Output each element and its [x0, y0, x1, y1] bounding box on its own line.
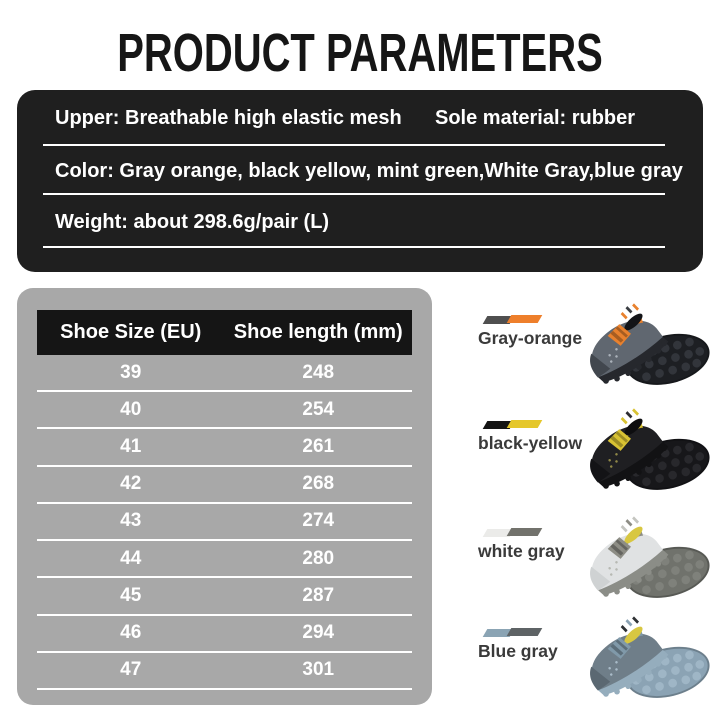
table-row: 42 268 [37, 467, 412, 504]
size-cell: 42 [120, 473, 142, 495]
page-title: PRODUCT PARAMETERS [117, 23, 603, 83]
shoe-photo [564, 503, 718, 609]
shoe-photo [564, 290, 718, 396]
variant-label: black-yellow [478, 433, 583, 453]
size-table-header: Shoe Size (EU) Shoe length (mm) [37, 310, 412, 355]
variant-label: Blue gray [478, 641, 558, 661]
spec-weight-text: Weight: about 298.6g/pair (L) [55, 210, 330, 233]
length-cell: 294 [302, 622, 335, 644]
size-cell: 45 [120, 584, 142, 606]
shoe-side-view [590, 616, 669, 697]
shoe-side-view [590, 408, 669, 489]
shoe-side-view [590, 516, 669, 597]
size-cell: 41 [120, 436, 142, 458]
spec-row-color: Color: Gray orange, black yellow, mint g… [43, 146, 683, 195]
size-cell: 40 [120, 398, 142, 420]
spec-color-text: Color: Gray orange, black yellow, mint g… [55, 159, 683, 182]
table-row: 45 287 [37, 578, 412, 616]
variant-card: Gray-orange [460, 290, 718, 396]
variant-label: white gray [478, 541, 565, 561]
color-swatch-icon [482, 420, 543, 429]
variant-card: white gray [460, 503, 718, 609]
spec-sole-material-text: Sole material: rubber [435, 107, 636, 129]
size-cell: 46 [120, 622, 142, 644]
color-swatch-icon [482, 628, 543, 637]
column-header-shoe-size: Shoe Size (EU) [60, 321, 202, 343]
variant-card: Blue gray [460, 603, 718, 709]
color-swatch-icon [482, 315, 543, 324]
variant-card: black-yellow [460, 395, 718, 501]
length-cell: 287 [302, 584, 335, 606]
spec-panel: Upper: Breathable high elastic mesh Sole… [17, 90, 703, 272]
table-row: 41 261 [37, 429, 412, 467]
spec-row-weight: Weight: about 298.6g/pair (L) [43, 195, 665, 248]
length-cell: 280 [302, 547, 335, 569]
table-row: 46 294 [37, 616, 412, 653]
length-cell: 261 [302, 436, 335, 458]
size-cell: 44 [120, 547, 142, 569]
table-row: 43 274 [37, 504, 412, 542]
size-cell: 43 [120, 510, 142, 532]
shoe-photo [564, 395, 718, 501]
length-cell: 301 [302, 659, 335, 681]
table-row: 39 248 [37, 355, 412, 393]
length-cell: 254 [302, 398, 335, 420]
shoe-photo [564, 603, 718, 709]
shoe-side-view [590, 303, 669, 384]
spec-upper-text: Upper: Breathable high elastic mesh [55, 107, 402, 129]
color-swatch-icon [482, 528, 543, 537]
size-table-rows: 39 248 40 254 41 261 42 268 43 274 44 28… [37, 355, 412, 690]
length-cell: 268 [302, 473, 335, 495]
variant-list: Gray-orange [460, 288, 718, 718]
table-row: 40 254 [37, 392, 412, 430]
table-row: 44 280 [37, 541, 412, 579]
spec-row-upper: Upper: Breathable high elastic mesh Sole… [43, 90, 665, 146]
length-cell: 274 [302, 510, 335, 532]
size-table: Shoe Size (EU) Shoe length (mm) 39 248 4… [17, 288, 432, 705]
variant-label: Gray-orange [478, 328, 583, 348]
length-cell: 248 [302, 361, 335, 383]
table-row: 47 301 [37, 653, 412, 690]
size-cell: 47 [120, 659, 142, 681]
column-header-shoe-length: Shoe length (mm) [233, 321, 403, 343]
size-cell: 39 [120, 361, 142, 383]
